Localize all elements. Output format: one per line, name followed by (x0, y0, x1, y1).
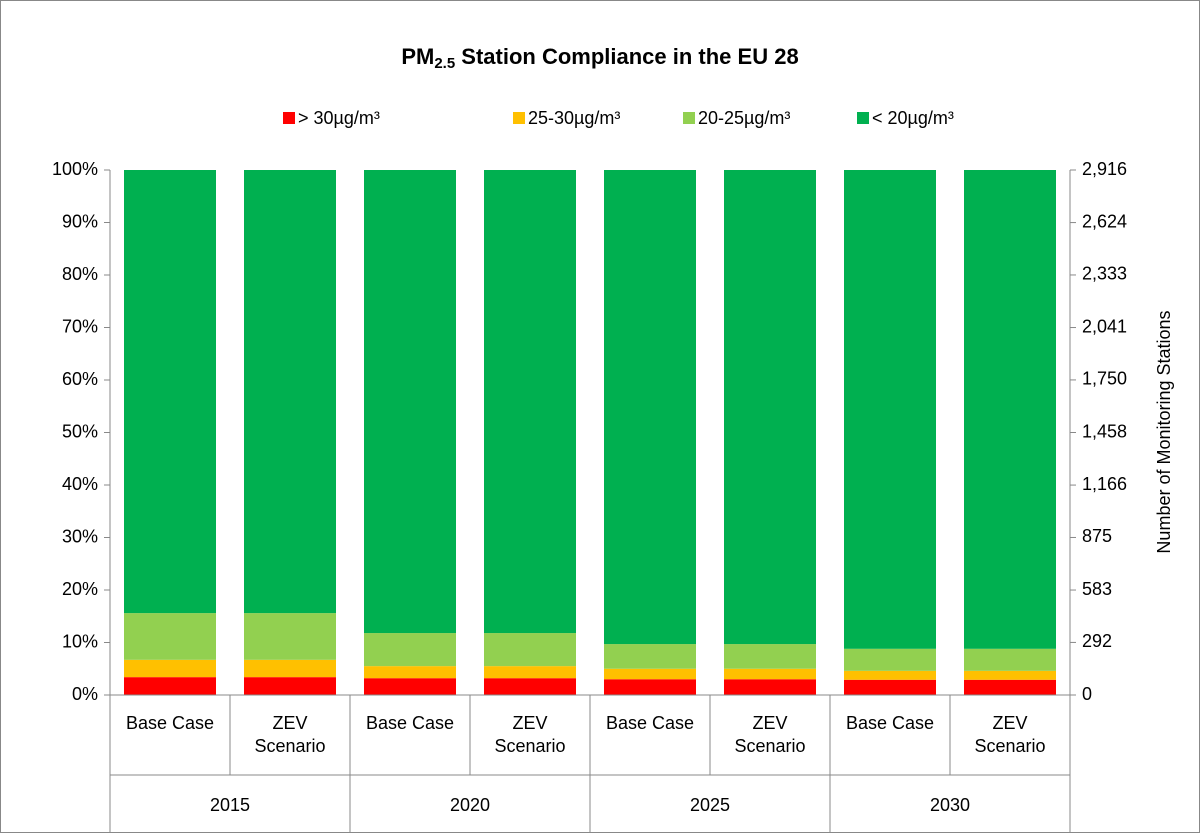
x-tick-label: Base Case (365, 713, 455, 733)
y2-axis-title: Number of Monitoring Stations (1154, 310, 1174, 553)
bar-segment (964, 670, 1056, 680)
y-tick-label: 20% (62, 579, 98, 599)
x-group-label: 2020 (450, 795, 490, 815)
legend-swatch (857, 112, 869, 124)
y-tick-label: 100% (52, 159, 98, 179)
bar-segment (844, 170, 936, 649)
bar-segment (724, 170, 816, 645)
y-tick-label: 10% (62, 631, 98, 651)
x-tick-label: ZEV Scenario (494, 713, 566, 756)
title-subscript: 2.5 (434, 55, 455, 72)
title-part: PM (401, 44, 434, 69)
bar-segment (364, 633, 456, 667)
bar-segment (244, 659, 336, 678)
bar-segment (604, 170, 696, 645)
bar-segment (844, 670, 936, 680)
x-tick-label: Base Case (845, 713, 935, 733)
bar-segment (844, 648, 936, 671)
legend-label: < 20µg/m³ (872, 108, 954, 128)
x-tick-label: Base Case (605, 713, 695, 733)
legend-swatch (683, 112, 695, 124)
y-tick-label: 50% (62, 421, 98, 441)
x-tick-label: ZEV Scenario (734, 713, 806, 756)
legend-swatch (513, 112, 525, 124)
legend-label: 20-25µg/m³ (698, 108, 790, 128)
bar-segment (964, 170, 1056, 649)
legend-label: 25-30µg/m³ (528, 108, 620, 128)
x-tick-label: ZEV Scenario (254, 713, 326, 756)
bar-segment (484, 666, 576, 679)
bar-segment (244, 613, 336, 660)
chart-title: PM2.5 Station Compliance in the EU 28 (401, 44, 798, 72)
bar-segment (964, 679, 1056, 695)
y2-tick-label: 2,333 (1082, 264, 1127, 284)
bar-segment (964, 648, 1056, 671)
y2-tick-label: 292 (1082, 631, 1112, 651)
bar-segment (724, 668, 816, 680)
bar-segment (724, 644, 816, 669)
x-group-label: 2030 (930, 795, 970, 815)
legend-label: > 30µg/m³ (298, 108, 380, 128)
bar-segment (844, 679, 936, 695)
y2-tick-label: 0 (1082, 684, 1092, 704)
y2-tick-label: 2,624 (1082, 211, 1127, 231)
bar-segment (484, 633, 576, 667)
y2-tick-label: 1,458 (1082, 421, 1127, 441)
bar-segment (604, 668, 696, 680)
title-part: Station Compliance in the EU 28 (455, 44, 799, 69)
y2-tick-label: 1,750 (1082, 369, 1127, 389)
bar-segment (124, 613, 216, 660)
bar-segment (124, 659, 216, 678)
y-tick-label: 60% (62, 369, 98, 389)
bar-segment (244, 170, 336, 614)
bar-segment (484, 170, 576, 634)
bar-segment (124, 677, 216, 695)
y-tick-label: 90% (62, 211, 98, 231)
bar-segment (484, 678, 576, 695)
bar-segment (364, 170, 456, 634)
bar-segment (124, 170, 216, 614)
y2-tick-label: 875 (1082, 526, 1112, 546)
y2-tick-label: 2,916 (1082, 159, 1127, 179)
bar-segment (724, 679, 816, 695)
legend-swatch (283, 112, 295, 124)
y-tick-label: 70% (62, 316, 98, 336)
x-tick-label: Base Case (125, 713, 215, 733)
y-tick-label: 40% (62, 474, 98, 494)
bar-segment (604, 644, 696, 669)
bar-segment (604, 679, 696, 695)
y2-tick-label: 1,166 (1082, 474, 1127, 494)
x-group-label: 2025 (690, 795, 730, 815)
x-group-label: 2015 (210, 795, 250, 815)
x-tick-label: ZEV Scenario (974, 713, 1046, 756)
bar-segment (364, 678, 456, 695)
bar-segment (244, 677, 336, 695)
bar-segment (364, 666, 456, 679)
y-tick-label: 30% (62, 526, 98, 546)
y2-tick-label: 2,041 (1082, 316, 1127, 336)
y-tick-label: 0% (72, 684, 98, 704)
y-tick-label: 80% (62, 264, 98, 284)
y2-tick-label: 583 (1082, 579, 1112, 599)
